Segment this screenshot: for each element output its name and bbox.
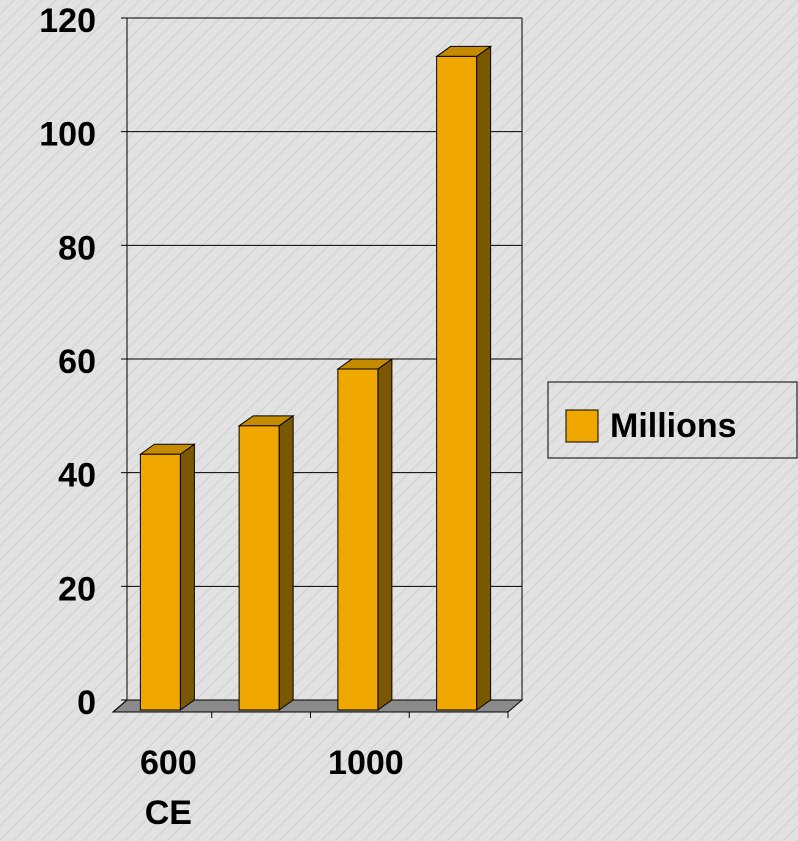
bar-side [179,443,195,711]
bar-front [436,55,478,711]
y-tick-label: 60 [58,343,96,381]
bar [435,45,493,711]
y-axis-side [112,699,128,713]
bar [138,443,196,711]
bar-side [476,45,492,711]
bar-front [139,453,181,711]
x-tick-label: 600 CE [140,744,197,832]
y-tick-label: 80 [58,229,96,267]
y-tick-label: 120 [39,2,96,40]
bar-side [377,358,393,711]
legend-box [547,381,798,459]
legend: Millions [547,381,798,459]
bar-side [278,414,294,711]
y-tick-label: 0 [77,684,96,722]
y-tick-label: 20 [58,570,96,608]
legend-label: Millions [610,407,737,445]
y-tick-label: 100 [39,116,96,154]
bar-front [238,425,280,711]
bar [336,358,394,711]
bar [237,414,295,711]
bar-front [337,368,379,711]
y-tick-label: 40 [58,457,96,495]
x-tick-label: 1000 [328,744,404,782]
legend-swatch [565,409,599,443]
